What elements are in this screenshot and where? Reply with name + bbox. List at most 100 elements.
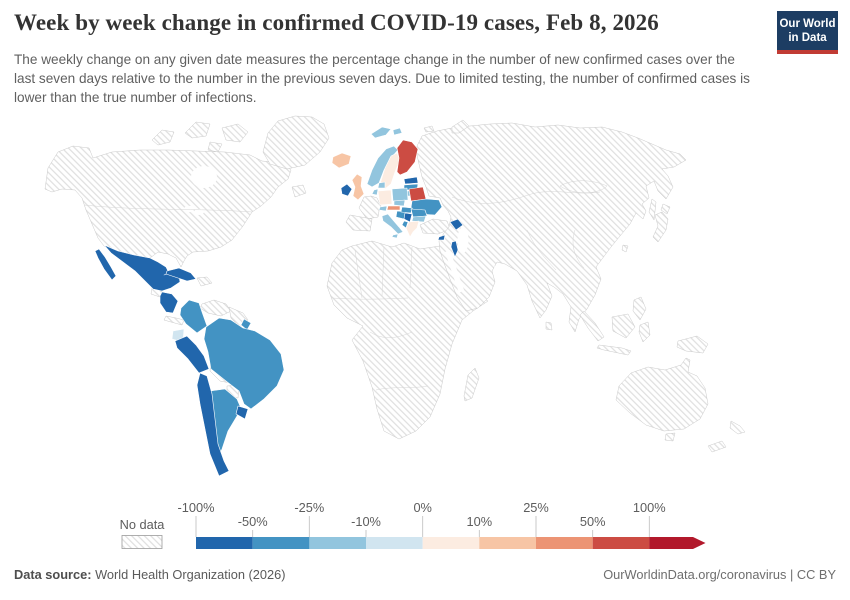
country-italy bbox=[381, 213, 404, 239]
country-cuba bbox=[165, 267, 197, 282]
legend-no-data-swatch bbox=[121, 535, 163, 549]
country-estonia bbox=[403, 176, 419, 185]
border-india-west bbox=[526, 229, 557, 271]
water-red-sea bbox=[445, 250, 464, 293]
legend-bin-6 bbox=[536, 537, 593, 549]
country-hungary bbox=[400, 206, 413, 214]
country-switzerland bbox=[378, 205, 388, 212]
legend-tick-label: 10% bbox=[466, 514, 492, 529]
country-ireland bbox=[340, 183, 353, 197]
country-uruguay bbox=[235, 405, 249, 420]
legend-tick-label: -10% bbox=[351, 514, 381, 529]
legend-color-bar bbox=[196, 537, 706, 549]
border-central-asia bbox=[451, 191, 601, 204]
water-great-lakes-2 bbox=[194, 209, 204, 215]
border-africa-4 bbox=[331, 297, 409, 300]
legend-tick-label: -50% bbox=[238, 514, 268, 529]
region-newfoundland bbox=[291, 184, 307, 198]
data-source-text: World Health Organization (2026) bbox=[91, 567, 286, 582]
country-cyprus bbox=[437, 234, 446, 241]
country-venezuela bbox=[199, 299, 232, 317]
legend-tick-label: -100% bbox=[178, 500, 215, 515]
legend-tick-label: 0% bbox=[413, 500, 432, 515]
country-israel bbox=[450, 240, 459, 258]
owid-logo-line2: in Data bbox=[788, 32, 827, 44]
legend-tick-label: -25% bbox=[294, 500, 324, 515]
border-africa-2 bbox=[381, 246, 385, 297]
water-persian-gulf bbox=[494, 265, 508, 277]
legend-bin-2 bbox=[309, 537, 366, 549]
owid-logo[interactable]: Our World in Data bbox=[777, 11, 838, 54]
country-chile bbox=[196, 372, 230, 477]
country-united-kingdom bbox=[351, 173, 365, 201]
country-sri-lanka bbox=[545, 321, 553, 331]
country-madagascar bbox=[463, 367, 480, 402]
chart-subtitle: The weekly change on any given date meas… bbox=[14, 52, 750, 106]
country-haiti-dominican-republic bbox=[196, 276, 213, 287]
border-africa-6 bbox=[375, 385, 429, 391]
country-indonesia-java bbox=[596, 344, 632, 356]
legend-tick-lines bbox=[195, 516, 650, 537]
legend-tick-label: 100% bbox=[633, 500, 666, 515]
owid-logo-line1: Our World bbox=[779, 18, 836, 30]
country-philippines bbox=[632, 296, 647, 321]
legend-bin-4 bbox=[422, 537, 480, 549]
country-armenia bbox=[449, 218, 464, 231]
country-peru bbox=[174, 335, 210, 374]
country-france bbox=[358, 195, 382, 220]
data-source-label: Data source: bbox=[14, 567, 92, 582]
region-sakhalin bbox=[648, 198, 657, 221]
border-mongolia bbox=[559, 180, 608, 193]
country-netherlands bbox=[371, 188, 379, 196]
region-north-america bbox=[44, 145, 292, 268]
country-japan bbox=[652, 203, 671, 243]
country-austria bbox=[386, 205, 401, 211]
legend-tick-label: 50% bbox=[580, 514, 606, 529]
border-africa-5 bbox=[369, 331, 413, 338]
country-spain-portugal bbox=[345, 214, 373, 232]
country-denmark bbox=[377, 181, 386, 189]
region-tasmania bbox=[664, 432, 676, 442]
country-belarus bbox=[408, 186, 427, 202]
region-arctic-islands bbox=[151, 121, 249, 153]
water-caspian-sea bbox=[457, 227, 469, 253]
country-indonesia-sumatra bbox=[579, 310, 605, 342]
legend: No data -100% -25% 0% 25% 100% -50% bbox=[120, 500, 706, 549]
water-hudson-bay bbox=[191, 166, 217, 188]
country-new-zealand bbox=[707, 420, 746, 453]
legend-bin-7 bbox=[592, 537, 650, 549]
legend-tick-labels: -100% -25% 0% 25% 100% -50% -10% 10% 50% bbox=[178, 500, 666, 529]
border-india-east bbox=[572, 229, 585, 269]
country-taiwan bbox=[621, 244, 629, 253]
country-finland bbox=[396, 139, 419, 176]
country-bulgaria bbox=[411, 215, 427, 223]
country-honduras-nicaragua bbox=[159, 291, 179, 314]
chart-footer: Data source: World Health Organization (… bbox=[14, 567, 836, 582]
country-indonesia-borneo bbox=[611, 313, 636, 339]
border-africa-1 bbox=[354, 249, 363, 299]
country-brazil bbox=[203, 317, 285, 410]
border-africa-3 bbox=[409, 246, 413, 289]
data-source-note: Data source: World Health Organization (… bbox=[14, 567, 285, 582]
country-czechia bbox=[393, 199, 406, 207]
water-great-lakes bbox=[184, 205, 194, 213]
legend-bin-1 bbox=[252, 537, 310, 549]
country-papua-new-guinea bbox=[676, 335, 709, 354]
country-greece bbox=[405, 220, 420, 238]
region-franz-josef bbox=[423, 125, 435, 133]
legend-tick-label: 25% bbox=[523, 500, 549, 515]
legend-bin-0 bbox=[196, 537, 253, 549]
chart-title: Week by week change in confirmed COVID-1… bbox=[14, 10, 659, 35]
country-romania bbox=[410, 208, 428, 218]
legend-bin-8-arrow bbox=[649, 537, 706, 549]
country-panama bbox=[163, 315, 185, 326]
country-australia bbox=[615, 357, 709, 432]
legend-bin-5 bbox=[479, 537, 536, 549]
legend-bin-3 bbox=[366, 537, 423, 549]
footer-link[interactable]: OurWorldinData.org/coronavirus | CC BY bbox=[603, 567, 836, 582]
country-indonesia-sulawesi bbox=[638, 321, 651, 343]
region-novaya-zemlya bbox=[451, 119, 470, 134]
legend-no-data-label: No data bbox=[120, 517, 166, 532]
